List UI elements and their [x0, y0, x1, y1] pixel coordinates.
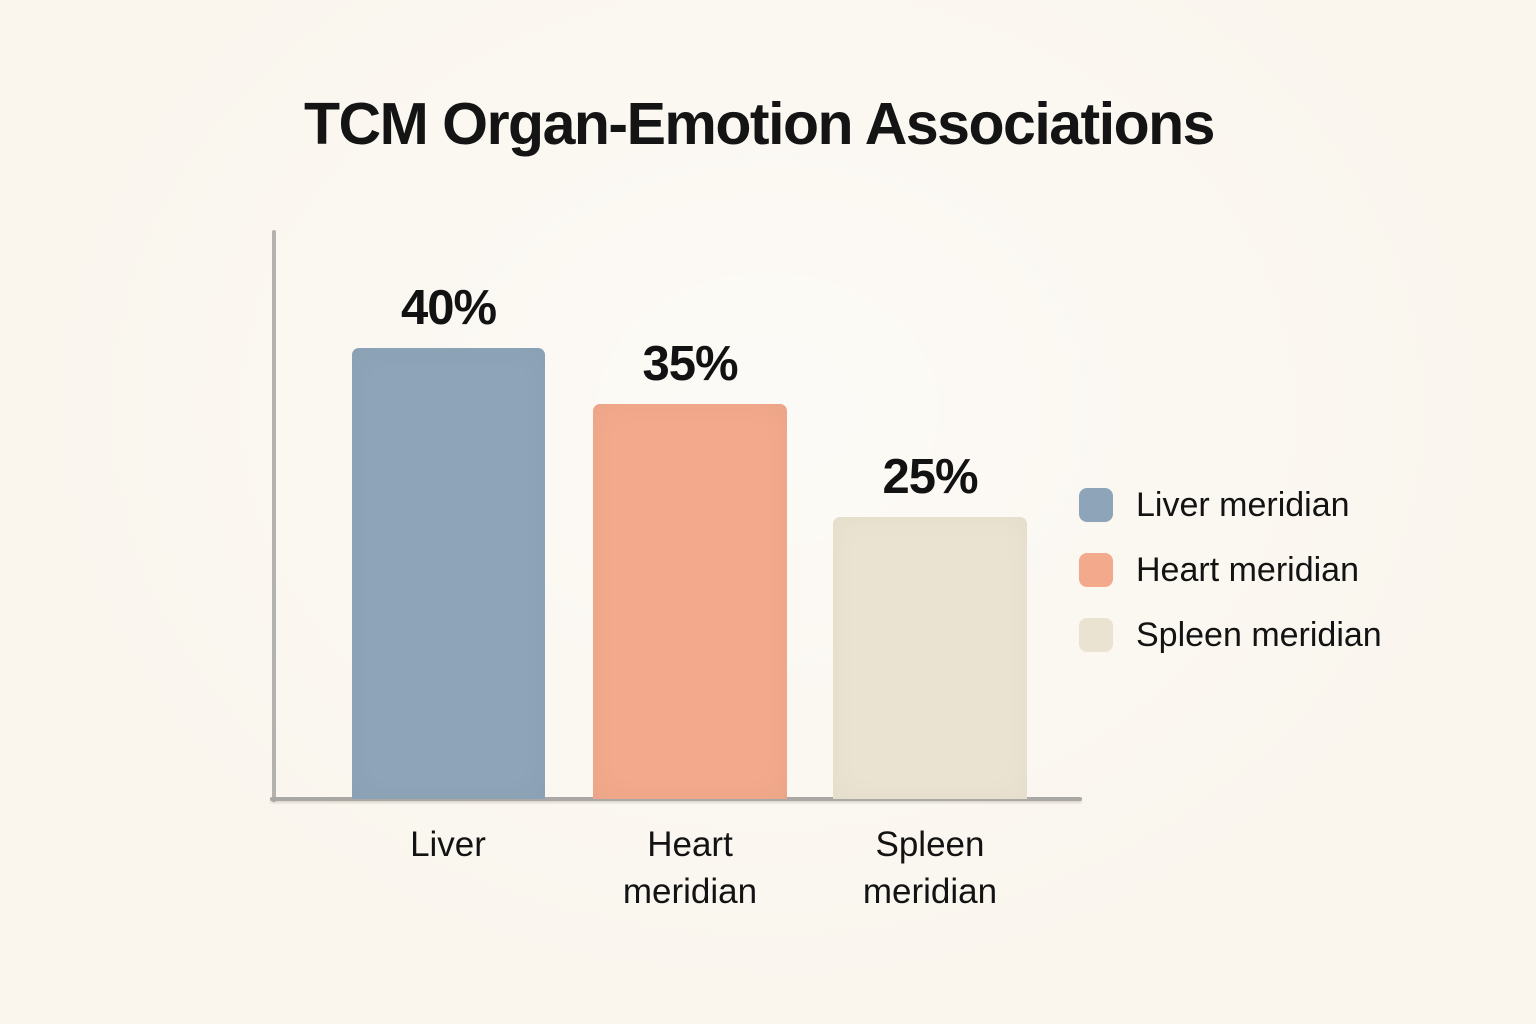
legend-label-spleen: Spleen meridian: [1136, 616, 1382, 654]
chart-title: TCM Organ-Emotion Associations: [304, 91, 1215, 157]
value-label-spleen: 25%: [882, 450, 978, 504]
bar-group-liver: 40%: [352, 284, 545, 799]
value-label-liver: 40%: [400, 281, 497, 335]
bar-group-spleen: 25%: [833, 453, 1027, 799]
legend-swatch-heart: [1079, 553, 1113, 587]
y-axis-line: [272, 230, 276, 802]
value-label-heart: 35%: [642, 337, 738, 391]
bar-group-heart: 35%: [593, 340, 787, 799]
legend-label-liver: Liver meridian: [1136, 486, 1350, 524]
bar-liver: [352, 348, 545, 799]
x-axis-label-liver: Liver: [410, 825, 486, 864]
bar-spleen: [833, 517, 1027, 799]
legend-label-heart: Heart meridian: [1136, 551, 1359, 589]
legend-item-liver: Liver meridian: [1079, 488, 1382, 522]
bar-heart: [593, 404, 787, 799]
legend-swatch-liver: [1079, 488, 1113, 522]
x-axis-line: [270, 797, 1082, 801]
legend-swatch-spleen: [1079, 618, 1113, 652]
x-axis-label-heart: Heart meridian: [622, 825, 758, 911]
chart-legend: Liver meridian Heart meridian Spleen mer…: [1079, 488, 1382, 652]
legend-item-heart: Heart meridian: [1079, 553, 1382, 587]
x-axis-label-spleen: Spleen meridian: [862, 825, 998, 911]
legend-item-spleen: Spleen meridian: [1079, 618, 1382, 652]
